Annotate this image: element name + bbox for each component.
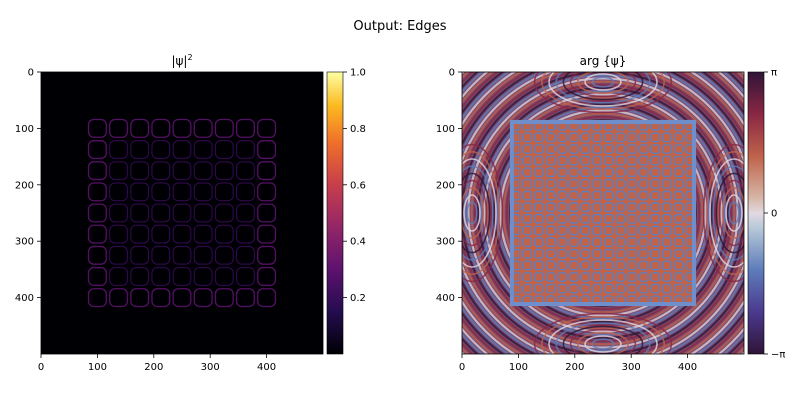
phase-x-axis: 0 100 200 300 400	[459, 354, 697, 373]
phase-x-tick-label: 400	[678, 362, 697, 373]
intensity-colorbar-tick-label: 0.2	[350, 293, 366, 304]
intensity-x-tick-label: 200	[144, 362, 163, 373]
phase-title: arg {ψ}	[580, 54, 627, 68]
intensity-x-tick-label: 300	[201, 362, 220, 373]
phase-lattice-region	[510, 120, 696, 306]
phase-lattice	[510, 120, 696, 306]
phase-x-tick-label: 300	[622, 362, 641, 373]
intensity-y-tick-label: 100	[15, 124, 34, 135]
phase-y-axis: 0 100 200 300 400	[436, 68, 462, 305]
intensity-colorbar-tick-label: 0.8	[350, 124, 366, 135]
phase-x-tick-label: 200	[565, 362, 584, 373]
intensity-y-axis: 0 100 200 300 400	[15, 68, 41, 305]
phase-panel: arg {ψ} 0 100 200 300 400 0 100 200 300 400 π 0 −π	[398, 8, 800, 400]
intensity-y-tick-label: 400	[15, 293, 34, 304]
intensity-heatmap	[41, 72, 323, 354]
phase-x-tick-label: 0	[459, 362, 465, 373]
phase-y-tick-label: 0	[449, 68, 455, 79]
phase-y-tick-label: 300	[436, 237, 455, 248]
intensity-x-axis: 0 100 200 300 400	[38, 354, 276, 373]
intensity-y-tick-label: 300	[15, 237, 34, 248]
intensity-y-tick-label: 200	[15, 180, 34, 191]
intensity-x-tick-label: 100	[88, 362, 107, 373]
intensity-colorbar-tick-label: 0.6	[350, 180, 366, 191]
intensity-colorbar	[327, 72, 343, 354]
phase-y-tick-label: 200	[436, 180, 455, 191]
phase-colorbar	[748, 72, 764, 354]
intensity-title: |ψ|2	[171, 53, 192, 68]
intensity-y-tick-label: 0	[28, 68, 34, 79]
figure-suptitle: Output: Edges	[353, 19, 446, 34]
phase-y-tick-label: 400	[436, 293, 455, 304]
intensity-colorbar-tick-label: 1.0	[350, 68, 366, 79]
phase-x-tick-label: 100	[509, 362, 528, 373]
intensity-colorbar-ticks: 0.2 0.4 0.6 0.8 1.0	[343, 68, 366, 305]
phase-y-tick-label: 100	[436, 124, 455, 135]
phase-colorbar-tick-label: 0	[771, 209, 777, 220]
intensity-x-tick-label: 0	[38, 362, 44, 373]
intensity-x-tick-label: 400	[257, 362, 276, 373]
intensity-colorbar-tick-label: 0.4	[350, 237, 366, 248]
phase-colorbar-ticks: π 0 −π	[764, 68, 785, 361]
intensity-background	[41, 72, 323, 354]
phase-colorbar-tick-label: π	[771, 68, 777, 79]
phase-colorbar-tick-label: −π	[771, 349, 785, 360]
